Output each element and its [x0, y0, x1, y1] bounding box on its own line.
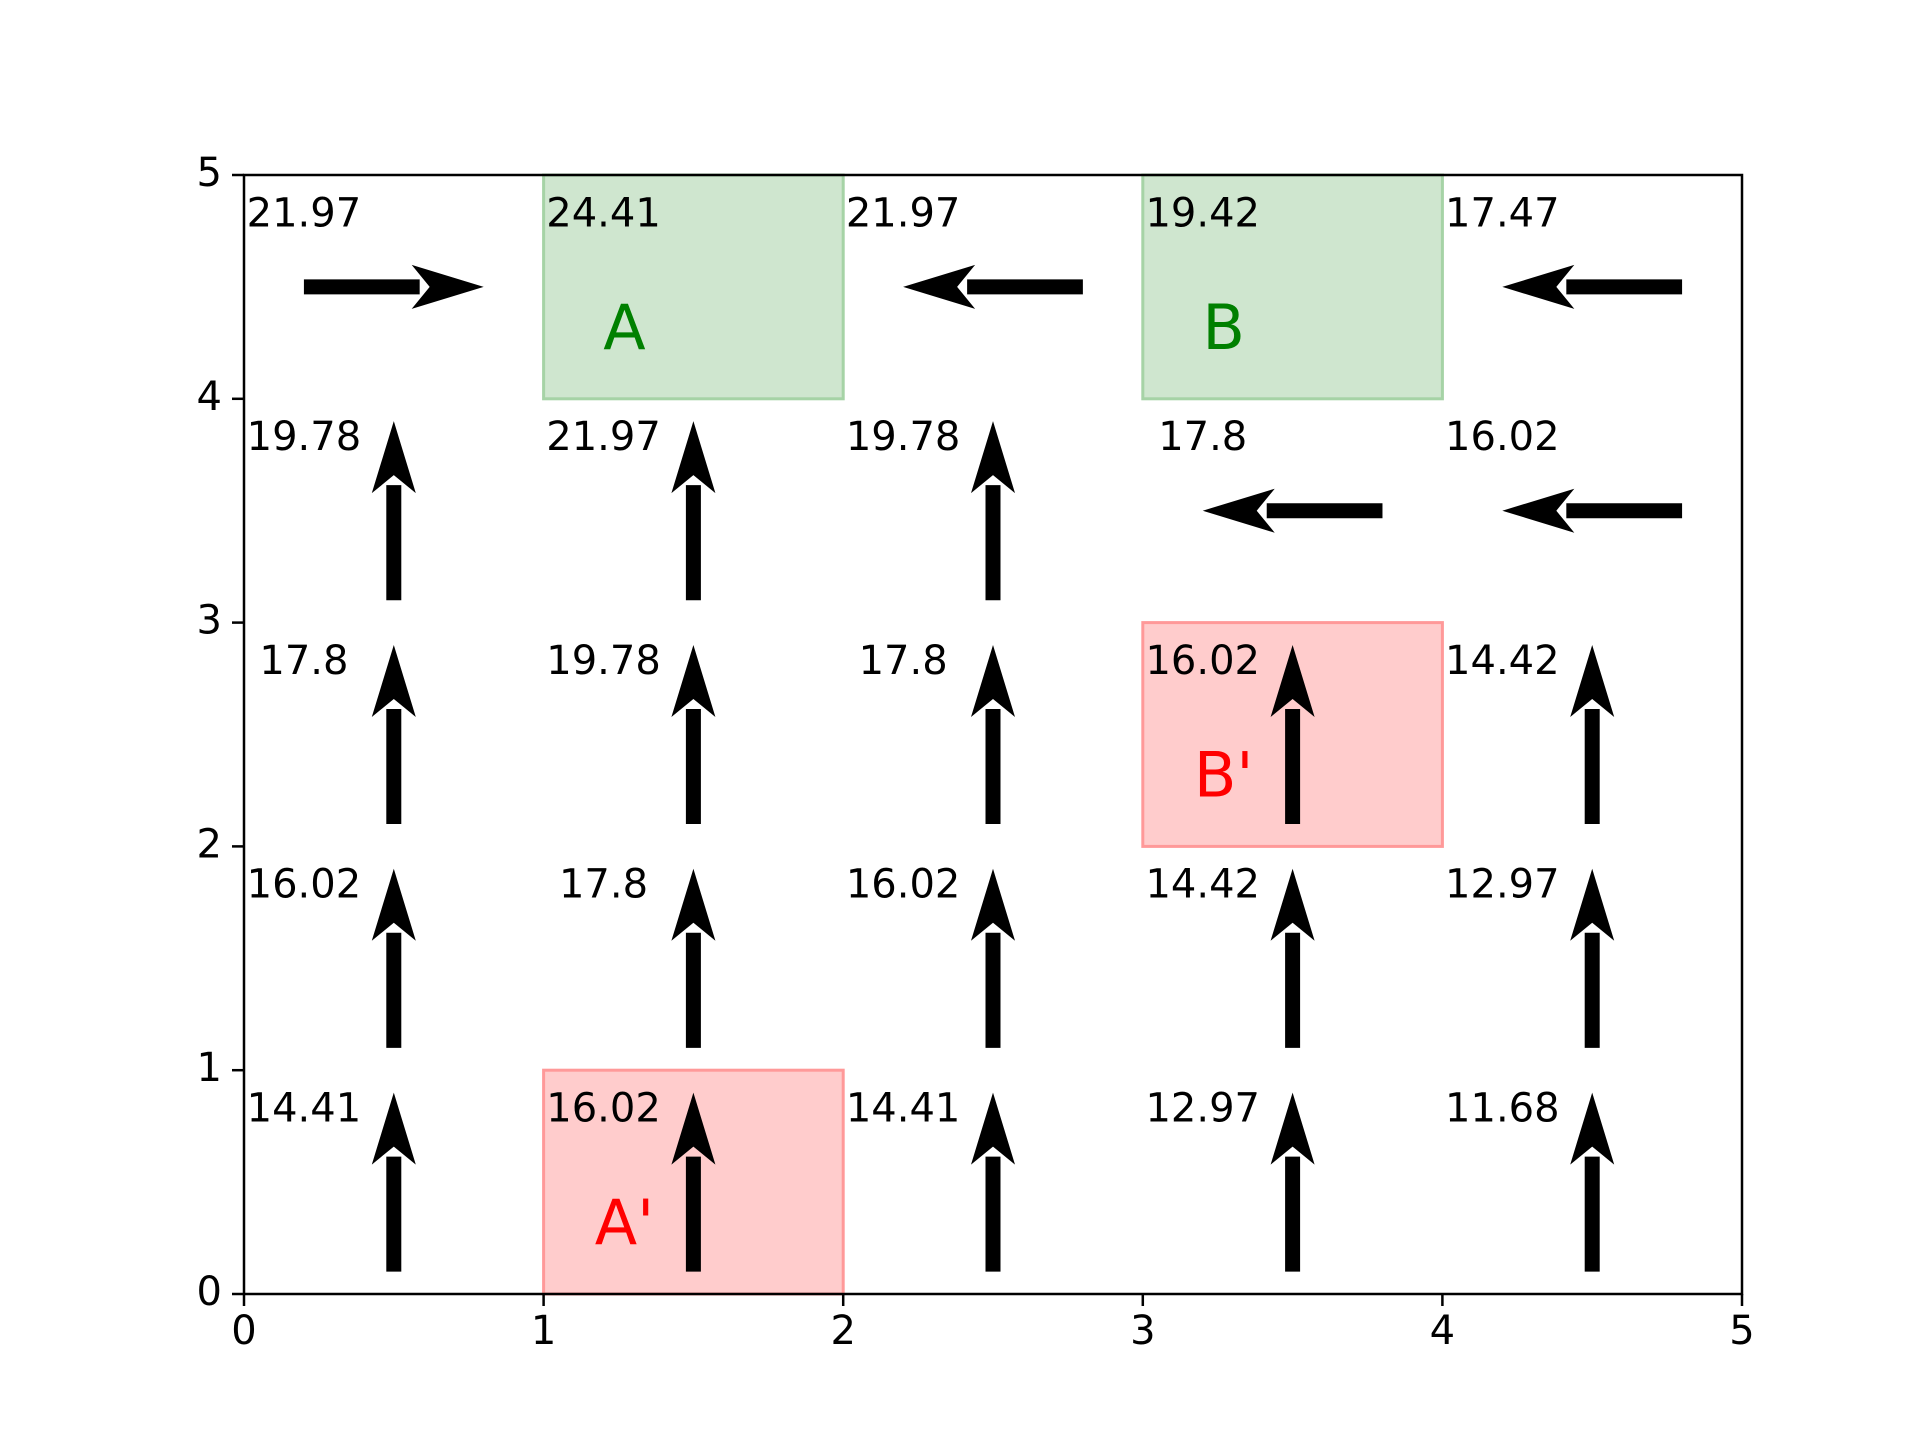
- arrow-head: [971, 644, 1015, 717]
- cell-value-label: 11.68: [1445, 1085, 1560, 1131]
- axes-layer: 0 1 2 3 4 5 0 1 2 3 4 5: [197, 150, 1755, 1354]
- y-tick-label: 3: [197, 598, 222, 644]
- arrow-head: [671, 644, 716, 717]
- up-arrow-icon: [971, 868, 1015, 1048]
- region-a: [542, 173, 845, 401]
- arrow-head: [371, 1092, 416, 1165]
- up-arrow-icon: [671, 644, 716, 825]
- y-tick-label: 1: [197, 1045, 222, 1091]
- x-tick-label: 1: [531, 1308, 556, 1354]
- arrow-head: [371, 868, 416, 941]
- cell-value-label: 17.8: [559, 862, 648, 908]
- arrow-head: [971, 868, 1015, 941]
- arrow-head: [1570, 644, 1615, 717]
- cell-value-label: 14.42: [1445, 638, 1560, 684]
- up-arrow-icon: [671, 868, 716, 1048]
- x-tick-label: 3: [1130, 1308, 1155, 1354]
- arrow-head: [1270, 1092, 1315, 1165]
- x-tick-label: 0: [231, 1308, 256, 1354]
- arrow-head: [1202, 488, 1275, 533]
- up-arrow-icon: [1270, 868, 1315, 1048]
- region-b: [1141, 173, 1444, 401]
- x-tick-label: 4: [1430, 1308, 1455, 1354]
- arrow-head: [671, 1092, 716, 1165]
- arrow-head: [671, 868, 716, 941]
- cell-value-label: 21.97: [546, 414, 661, 460]
- left-arrow-icon: [1202, 488, 1383, 533]
- up-arrow-icon: [371, 1092, 416, 1272]
- cell-value-label: 14.41: [247, 1085, 362, 1131]
- cell-value-label: 14.42: [1145, 862, 1260, 908]
- cell-value-label: 14.41: [846, 1085, 961, 1131]
- cell-value-label: 19.78: [546, 638, 661, 684]
- arrow-head: [1270, 644, 1315, 717]
- cell-value-label: 19.78: [846, 414, 961, 460]
- y-tick-label: 5: [197, 150, 222, 196]
- cell-value-label: 12.97: [1145, 1085, 1260, 1131]
- cell-value-label: 19.42: [1145, 190, 1260, 236]
- up-arrow-icon: [671, 421, 716, 601]
- up-arrow-icon: [1270, 1092, 1315, 1272]
- cell-value-label: 17.8: [859, 638, 948, 684]
- arrow-head: [1270, 868, 1315, 941]
- cell-value-label: 17.47: [1445, 190, 1560, 236]
- up-arrow-icon: [371, 644, 416, 825]
- up-arrow-icon: [371, 868, 416, 1048]
- cell-value-label: 17.8: [259, 638, 348, 684]
- arrow-head: [371, 644, 416, 717]
- up-arrow-icon: [1570, 1092, 1615, 1272]
- y-tick-label: 0: [197, 1269, 222, 1315]
- region-label: B: [1202, 291, 1245, 364]
- region-label: A: [603, 291, 645, 364]
- cell-value-label: 16.02: [546, 1085, 661, 1131]
- region-label: A': [595, 1186, 654, 1259]
- arrow-head: [971, 1092, 1015, 1165]
- up-arrow-icon: [671, 1092, 716, 1272]
- cell-value-label: 16.02: [846, 862, 961, 908]
- arrow-head: [1502, 264, 1575, 309]
- arrow-head: [411, 264, 484, 309]
- arrow-head: [1502, 488, 1575, 533]
- up-arrow-icon: [971, 644, 1015, 825]
- up-arrow-icon: [971, 1092, 1015, 1272]
- up-arrow-icon: [1570, 644, 1615, 825]
- region-labels-layer: A B B' A': [595, 291, 1254, 1259]
- arrow-head: [671, 421, 716, 494]
- cell-value-label: 24.41: [546, 190, 661, 236]
- values-layer: 21.97 24.41 21.97 19.42 17.47 19.78 21.97 19.78…: [247, 190, 1560, 1131]
- up-arrow-icon: [1570, 868, 1615, 1048]
- arrow-head: [371, 421, 416, 494]
- cell-value-label: 16.02: [247, 862, 362, 908]
- arrow-head: [1570, 868, 1615, 941]
- cell-value-label: 16.02: [1445, 414, 1560, 460]
- right-arrow-icon: [303, 264, 484, 309]
- arrow-head: [1570, 1092, 1615, 1165]
- cell-value-label: 17.8: [1158, 414, 1247, 460]
- left-arrow-icon: [903, 264, 1083, 309]
- region-label: B': [1194, 738, 1254, 811]
- left-arrow-icon: [1502, 264, 1683, 309]
- arrow-head: [903, 264, 976, 309]
- up-arrow-icon: [971, 421, 1015, 601]
- cell-value-label: 21.97: [846, 190, 961, 236]
- up-arrow-icon: [371, 421, 416, 601]
- y-tick-label: 4: [197, 374, 222, 420]
- arrows-layer: [303, 264, 1683, 1272]
- y-tick-label: 2: [197, 821, 222, 867]
- cell-value-label: 12.97: [1445, 862, 1560, 908]
- cell-value-label: 16.02: [1145, 638, 1260, 684]
- cell-value-label: 21.97: [247, 190, 362, 236]
- x-tick-label: 5: [1729, 1308, 1754, 1354]
- cell-value-label: 19.78: [247, 414, 362, 460]
- up-arrow-icon: [1270, 644, 1315, 825]
- left-arrow-icon: [1502, 488, 1683, 533]
- x-tick-label: 2: [830, 1308, 855, 1354]
- arrow-head: [971, 421, 1015, 494]
- plot-frame: [242, 173, 1744, 1296]
